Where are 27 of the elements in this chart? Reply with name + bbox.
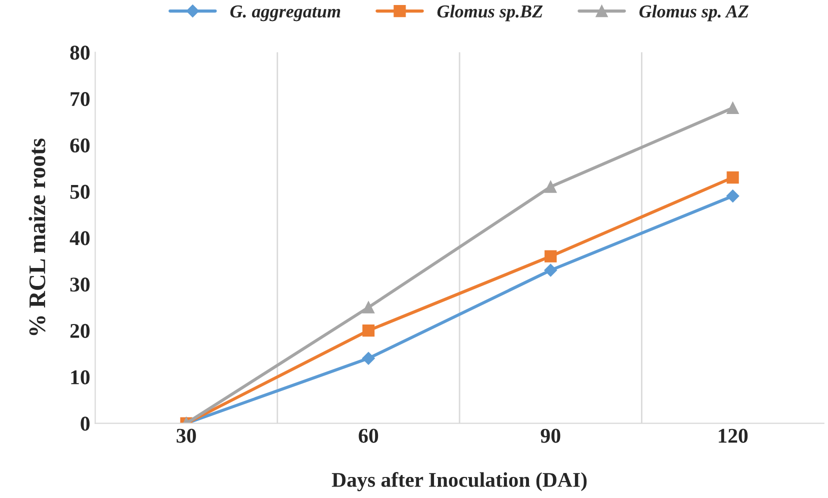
legend-label: Glomus sp. AZ xyxy=(639,4,749,22)
legend-label: G. aggregatum xyxy=(230,5,340,22)
point xyxy=(726,190,740,202)
point xyxy=(726,171,739,184)
y-tick-label: 60 xyxy=(70,138,90,152)
x-tick-label: 120 xyxy=(718,428,748,443)
point xyxy=(726,102,739,114)
y-tick-label: 0 xyxy=(80,416,90,431)
y-axis-title: % RCL maize roots xyxy=(28,138,46,336)
point xyxy=(544,180,557,193)
y-tick-label: 80 xyxy=(70,46,90,60)
x-tick-label: 60 xyxy=(358,428,378,443)
point xyxy=(544,250,557,262)
y-tick-label: 10 xyxy=(71,370,90,384)
point xyxy=(544,264,558,277)
y-tick-label: 30 xyxy=(70,278,90,292)
y-tick-label: 50 xyxy=(70,184,90,199)
x-tick-label: 90 xyxy=(540,428,560,443)
y-tick-label: 70 xyxy=(70,92,90,106)
y-tick-label: 20 xyxy=(70,324,90,338)
x-axis-title: Days after Inoculation (DAI) xyxy=(332,472,587,492)
point xyxy=(362,324,375,337)
legend-label: Glomus sp.BZ xyxy=(437,4,543,22)
point xyxy=(362,301,375,314)
point xyxy=(362,352,375,365)
x-tick-label: 30 xyxy=(176,428,196,443)
y-tick-label: 40 xyxy=(70,231,90,246)
